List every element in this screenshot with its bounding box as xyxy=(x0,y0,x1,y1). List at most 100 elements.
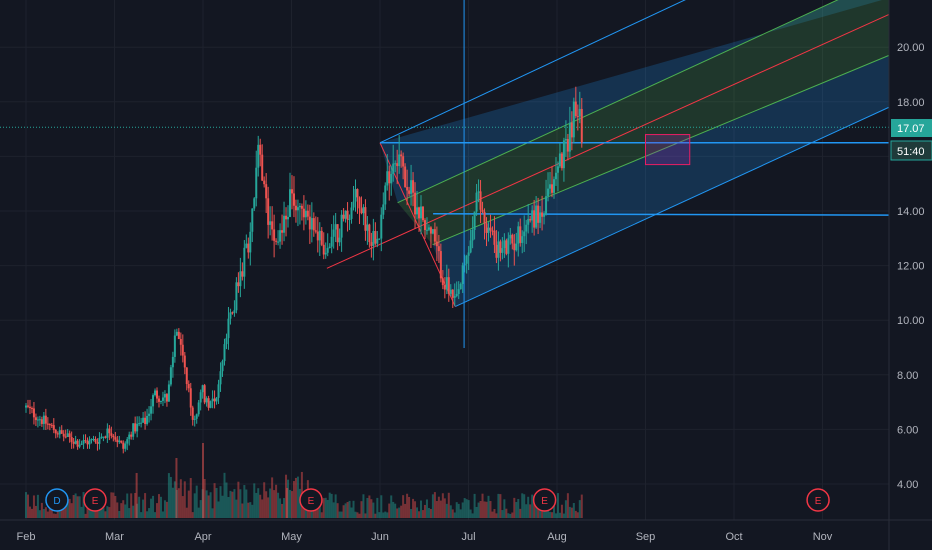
candle-body xyxy=(340,214,343,238)
x-tick-label: May xyxy=(281,531,302,543)
volume-bar xyxy=(25,492,27,518)
volume-bar xyxy=(370,499,373,518)
volume-bar xyxy=(360,501,363,518)
candlestick-series xyxy=(25,86,583,454)
candle-body xyxy=(237,282,240,287)
volume-bar xyxy=(177,488,180,518)
candle-body xyxy=(420,206,423,219)
candle-body xyxy=(501,248,504,253)
volume-bar xyxy=(120,503,123,518)
volume-bar xyxy=(110,492,113,518)
candle-body xyxy=(467,252,470,256)
candle-body xyxy=(354,189,357,202)
volume-bar xyxy=(52,513,55,518)
candle-body xyxy=(384,185,387,205)
volume-bar xyxy=(106,506,109,518)
volume-bar xyxy=(185,507,188,518)
volume-bar xyxy=(84,513,87,518)
y-axis[interactable]: 4.006.008.0010.0012.0014.0016.0018.0020.… xyxy=(888,0,925,550)
volume-bar xyxy=(495,513,498,518)
volume-bar xyxy=(56,509,59,518)
pitchfork-inner-upper xyxy=(397,0,839,204)
volume-bar xyxy=(447,492,450,518)
volume-bar xyxy=(388,503,391,518)
volume-bar xyxy=(223,472,226,518)
volume-bar xyxy=(562,513,565,518)
volume-bar xyxy=(316,502,319,518)
volume-bar xyxy=(267,497,270,518)
volume-bar xyxy=(564,500,567,518)
candle-body xyxy=(189,388,192,408)
candle-body xyxy=(348,218,351,220)
volume-bar xyxy=(449,505,452,518)
candle-body xyxy=(539,212,542,223)
candle-body xyxy=(207,398,210,408)
volume-bar xyxy=(108,507,111,518)
volume-bar xyxy=(421,510,424,518)
pitchfork-drawing[interactable] xyxy=(326,0,890,308)
volume-bar xyxy=(558,512,561,518)
candle-body xyxy=(132,423,135,437)
candle-body xyxy=(94,438,97,443)
candle-body xyxy=(183,355,186,368)
candle-body xyxy=(36,419,39,421)
candle-body xyxy=(42,415,45,424)
volume-bar xyxy=(332,502,335,518)
candle-body xyxy=(308,216,311,230)
volume-bar xyxy=(521,493,524,518)
volume-bar xyxy=(497,493,500,518)
volume-bar xyxy=(40,502,43,518)
candle-body xyxy=(80,443,83,445)
candle-body xyxy=(515,243,518,251)
volume-bar xyxy=(286,488,289,518)
volume-bar xyxy=(187,490,190,518)
candle-body xyxy=(568,122,571,152)
candle-body xyxy=(114,437,117,440)
volume-bar xyxy=(352,500,355,518)
candle-body xyxy=(70,437,73,442)
volume-bar xyxy=(543,510,546,518)
candle-body xyxy=(52,425,55,430)
volume-bar xyxy=(531,494,534,518)
candle-body xyxy=(358,197,361,209)
candle-body xyxy=(245,243,248,248)
volume-bar xyxy=(320,512,323,518)
candle-body xyxy=(549,184,552,189)
candle-body xyxy=(225,338,228,345)
volume-bar xyxy=(134,493,137,518)
y-tick-label: 14.00 xyxy=(897,206,925,218)
candle-body xyxy=(227,318,230,339)
candle-body xyxy=(503,240,506,249)
candle-body xyxy=(386,171,389,186)
x-axis[interactable]: Feb Mar Apr May Jun Jul Aug Sep Oct Nov xyxy=(0,519,932,543)
candle-body xyxy=(265,184,268,199)
candle-body xyxy=(388,171,391,184)
candle-body xyxy=(513,243,516,251)
candle-body xyxy=(328,246,331,249)
candle-body xyxy=(60,430,63,434)
volume-bar xyxy=(157,494,160,518)
candle-body xyxy=(414,192,417,215)
horizontal-lines[interactable] xyxy=(0,126,890,216)
volume-bar xyxy=(30,508,33,518)
candle-body xyxy=(380,214,383,239)
candle-body xyxy=(173,335,176,357)
event-marker xyxy=(532,488,557,512)
candle-body xyxy=(529,218,532,221)
volume-bar xyxy=(104,511,107,518)
volume-bar xyxy=(519,508,522,518)
event-label: E xyxy=(815,496,822,507)
volume-bar xyxy=(549,511,552,518)
rectangle-box xyxy=(645,134,691,166)
candle-body xyxy=(497,241,500,258)
x-tick-label: Apr xyxy=(194,531,211,543)
candle-body xyxy=(576,116,579,118)
volume-bar xyxy=(112,492,115,518)
volume-bar xyxy=(354,511,357,518)
volume-bar xyxy=(102,505,105,518)
candle-body xyxy=(251,208,254,232)
rectangle-drawing[interactable] xyxy=(645,134,691,166)
volume-bar xyxy=(191,512,194,518)
